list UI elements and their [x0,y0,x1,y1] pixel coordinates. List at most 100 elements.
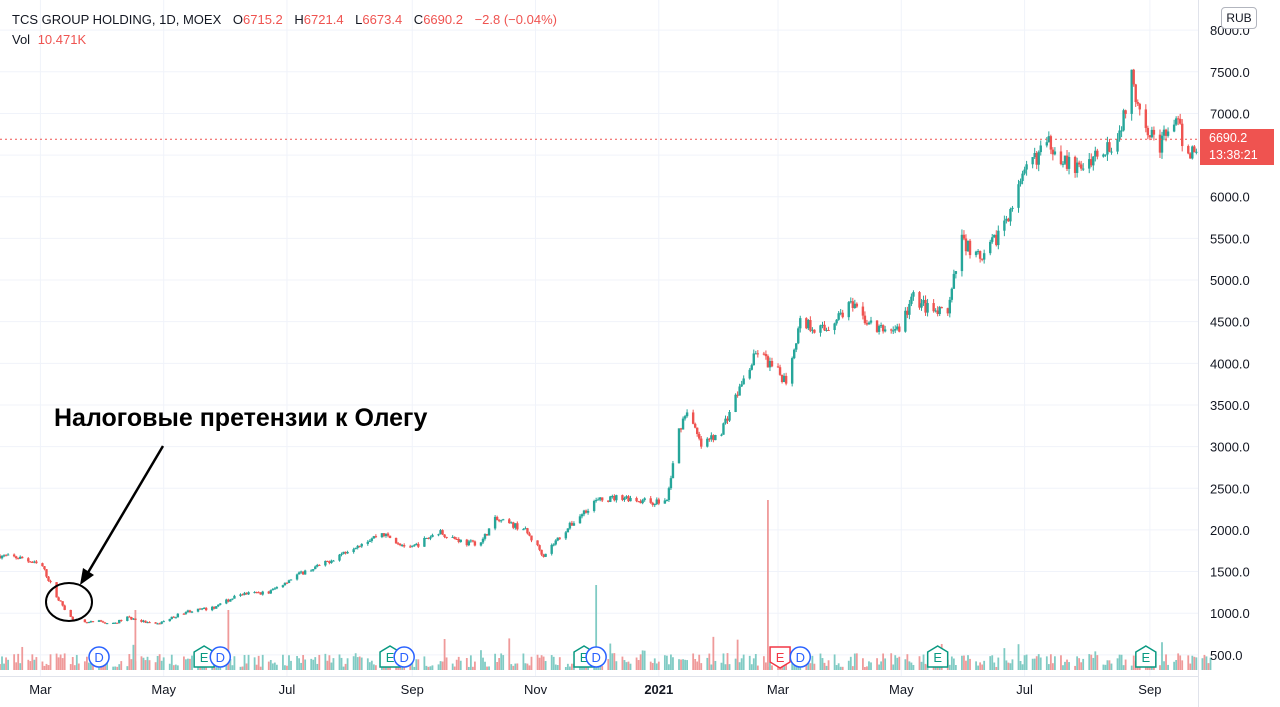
volume-bar [696,661,699,670]
volume-bar [85,656,88,670]
candle [130,616,133,621]
candle [896,323,899,331]
candle [841,309,844,319]
volume-bar [712,636,715,670]
dividend-marker[interactable]: D [789,646,812,668]
volume-bar [47,665,50,670]
candle [827,326,830,331]
candle [556,537,559,542]
candle [27,557,30,563]
candle [853,299,857,309]
candle [485,533,489,536]
candle [245,592,248,595]
candle [752,349,755,366]
candle [762,351,766,356]
volume-bar [502,655,505,670]
volume-bar [1053,656,1056,670]
candle [952,269,956,289]
candle [596,497,600,501]
candle [134,618,137,621]
candle [554,539,557,546]
candle [219,603,222,606]
candle [936,306,939,317]
volume-bar [1023,655,1026,670]
candle [352,547,355,554]
volume-bar [43,665,46,670]
volume-bar [13,654,16,670]
earnings-marker[interactable]: E [926,645,949,668]
candle [63,604,66,611]
earnings-marker[interactable]: E [769,646,791,669]
volume-bar [346,658,349,670]
candle [1025,160,1028,176]
candle [912,290,915,301]
candle [980,258,984,262]
dividend-marker[interactable]: D [209,646,232,668]
y-axis[interactable]: 500.0 1000.0 1500.0 2000.0 2500.0 3000.0 3500.… [1210,23,1250,663]
volume-bar [427,666,430,670]
candle [41,562,44,567]
candle [411,545,414,548]
candle [111,622,115,624]
candle [582,509,586,517]
volume-bar [740,658,743,670]
volume-bar [1,656,3,670]
volume-bar [471,666,474,670]
volume-bar [247,654,250,670]
candle [455,537,458,541]
candle [1031,156,1034,169]
candle [835,319,838,326]
x-axis[interactable]: Mar May Jul Sep Nov 2021 Mar May Jul Sep [29,682,1161,697]
candle [627,495,630,503]
volume-bar [668,664,670,670]
volume-bar [726,653,729,670]
candle [1011,205,1014,212]
candle [586,508,590,515]
candle [156,622,159,625]
candle [934,308,937,313]
candle [120,619,123,622]
volume-bar [162,657,165,670]
dividend-marker[interactable]: D [88,646,110,668]
candle [1134,83,1137,107]
volume-bar [1005,660,1008,670]
candle [57,596,60,602]
candle [867,321,871,325]
volume-bar [358,656,361,670]
currency-button[interactable]: RUB [1221,7,1257,29]
volume-bar [736,639,739,670]
candle [1033,147,1036,159]
earnings-marker[interactable]: E [1135,645,1157,668]
annotation-circle [45,582,93,622]
volume-bar [1035,656,1038,670]
dividend-marker[interactable]: D [585,646,607,668]
candle [1090,153,1093,168]
candle [1174,116,1178,126]
volume-bar [160,660,163,670]
candle [35,559,38,564]
candle [61,601,64,607]
candle [140,619,143,623]
volume-bar [413,666,416,670]
candle [1019,178,1022,187]
annotation-marker [45,445,165,622]
candle [1193,145,1196,153]
candle [45,569,48,579]
volume-bar [45,663,48,670]
volume-bar [954,665,957,670]
volume-bar [1207,663,1210,670]
volume-bar [611,653,614,670]
volume-bar [1051,663,1054,670]
volume-bar [459,660,462,670]
volume-bar [918,656,921,670]
candle [526,527,529,535]
candle [91,621,95,623]
dividend-marker[interactable]: D [393,646,415,668]
volume-bar [876,658,878,670]
candle [227,598,230,603]
candle [301,571,305,575]
candle [714,434,717,441]
volume-bar [991,655,994,670]
candle [875,320,879,333]
